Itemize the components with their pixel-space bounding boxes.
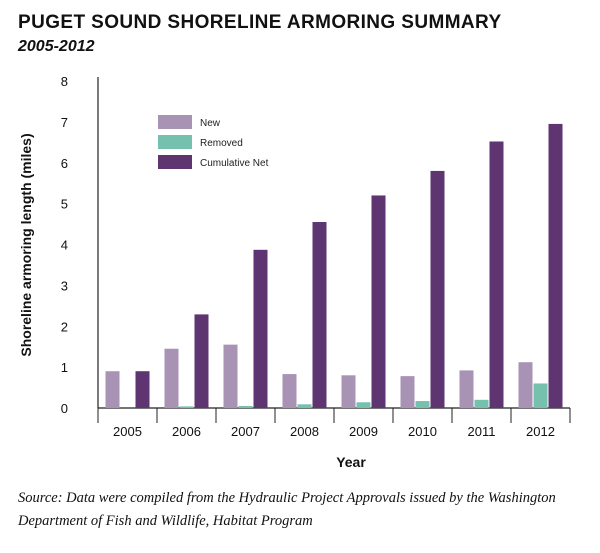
bar [341, 375, 356, 408]
x-axis-title: Year [336, 454, 366, 470]
bar [548, 123, 563, 408]
bar [135, 371, 150, 408]
x-tick-label: 2007 [231, 424, 260, 439]
bar [371, 195, 386, 408]
bar [253, 249, 268, 408]
y-tick-label: 7 [61, 115, 68, 130]
x-tick-label: 2005 [113, 424, 142, 439]
legend-label: New [200, 118, 221, 129]
legend-swatch [158, 155, 192, 169]
x-tick-label: 2011 [468, 424, 496, 439]
y-tick-label: 3 [61, 278, 68, 293]
y-tick-label: 1 [61, 360, 68, 375]
bar [474, 399, 489, 408]
chart-title: PUGET SOUND SHORELINE ARMORING SUMMARY [18, 12, 502, 33]
bar [297, 404, 312, 408]
y-tick-labels: 0 1 2 3 4 5 6 7 8 [61, 74, 68, 416]
y-tick-label: 6 [61, 156, 68, 171]
y-tick-label: 4 [61, 238, 68, 253]
bar [518, 362, 533, 408]
x-tick-label: 2012 [526, 424, 555, 439]
legend: New Removed Cumulative Net [150, 108, 295, 180]
bar [179, 406, 194, 408]
chart-subtitle: 2005-2012 [18, 38, 95, 55]
bar [415, 401, 430, 408]
x-tick-labels: 2005 2006 2007 2008 2009 2010 2011 2012 [113, 424, 555, 439]
y-tick-label: 0 [61, 401, 68, 416]
y-tick-label: 2 [61, 319, 68, 334]
bar [356, 402, 371, 408]
legend-swatch [158, 135, 192, 149]
legend-label: Cumulative Net [200, 158, 269, 169]
bar [533, 383, 548, 408]
bar [430, 170, 445, 408]
bar [238, 405, 253, 408]
bar [105, 371, 120, 408]
bar [400, 376, 415, 408]
x-tick-label: 2006 [172, 424, 201, 439]
bar [312, 222, 327, 408]
y-axis-title: Shoreline armoring length (miles) [18, 133, 34, 356]
x-tick-label: 2010 [408, 424, 437, 439]
bar [223, 344, 238, 408]
y-tick-label: 5 [61, 197, 68, 212]
legend-label: Removed [200, 138, 243, 149]
x-tick-label: 2008 [290, 424, 319, 439]
x-tick-label: 2009 [349, 424, 378, 439]
y-tick-label: 8 [61, 74, 68, 89]
bar [194, 314, 209, 408]
bars [105, 123, 563, 408]
source-note: Source: Data were compiled from the Hydr… [18, 490, 556, 529]
bar [164, 348, 179, 408]
bar [282, 374, 297, 408]
bar [459, 370, 474, 408]
legend-swatch [158, 115, 192, 129]
bar [489, 141, 504, 408]
